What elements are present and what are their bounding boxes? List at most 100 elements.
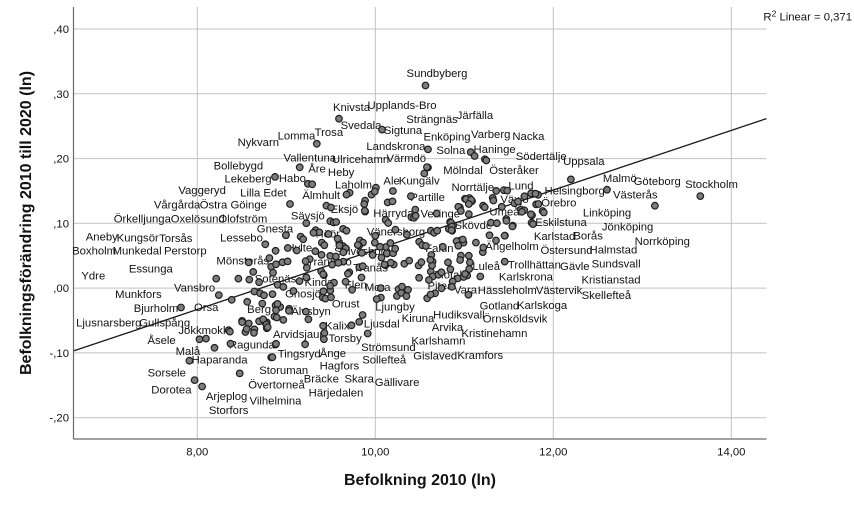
svg-text:,10: ,10 [53, 218, 69, 230]
svg-text:Östersund: Östersund [540, 245, 592, 257]
svg-text:Vilhelmina: Vilhelmina [250, 395, 303, 407]
svg-text:Malmö: Malmö [603, 173, 637, 185]
svg-text:Skövde: Skövde [454, 220, 492, 232]
svg-text:Hudiksvall: Hudiksvall [433, 309, 484, 321]
svg-text:Munkedal: Munkedal [113, 245, 162, 257]
svg-text:10,00: 10,00 [361, 447, 389, 459]
svg-text:Vansbro: Vansbro [174, 283, 215, 295]
svg-text:Kiruna: Kiruna [402, 313, 435, 325]
svg-text:Ånge: Ånge [320, 347, 346, 360]
svg-text:Ale: Ale [383, 176, 399, 188]
svg-text:Ängelholm: Ängelholm [485, 241, 538, 253]
svg-text:Vårgårda: Vårgårda [154, 200, 201, 212]
svg-text:Kristinehamn: Kristinehamn [461, 328, 527, 340]
svg-text:Lekeberg: Lekeberg [224, 174, 271, 186]
svg-text:Arvika: Arvika [432, 322, 464, 334]
svg-text:Eskilstuna: Eskilstuna [535, 217, 587, 229]
svg-text:Kramfors: Kramfors [457, 350, 503, 362]
svg-text:Karlshamn: Karlshamn [411, 336, 465, 348]
svg-text:Norrtälje: Norrtälje [451, 182, 494, 194]
svg-text:Lessebo: Lessebo [220, 233, 263, 245]
svg-text:Örnsköldsvik: Örnsköldsvik [483, 313, 548, 325]
svg-text:Tingsryd: Tingsryd [278, 348, 321, 360]
svg-text:Umeå: Umeå [489, 206, 520, 218]
svg-text:Boxholm: Boxholm [72, 245, 116, 257]
svg-text:Berg: Berg [247, 304, 271, 316]
svg-text:Halmstad: Halmstad [590, 244, 638, 256]
svg-text:Kristianstad: Kristianstad [581, 275, 640, 287]
svg-text:14,00: 14,00 [717, 447, 745, 459]
svg-text:Hagfors: Hagfors [320, 361, 360, 373]
svg-text:Gällivare: Gällivare [375, 377, 420, 389]
svg-text:Värmdö: Värmdö [387, 153, 427, 165]
svg-text:Perstorp: Perstorp [164, 245, 207, 257]
svg-text:Jönköping: Jönköping [602, 221, 654, 233]
svg-text:Habo: Habo [279, 173, 306, 185]
svg-text:Arvidsjaur: Arvidsjaur [273, 329, 323, 341]
svg-text:Övertorneå: Övertorneå [248, 379, 305, 391]
svg-text:Göteborg: Göteborg [634, 176, 681, 188]
svg-text:Essunga: Essunga [129, 263, 174, 275]
svg-text:Åsele: Åsele [147, 334, 175, 347]
svg-text:Ljusdal: Ljusdal [364, 319, 400, 331]
svg-text:Vallentuna: Vallentuna [284, 153, 337, 165]
svg-text:Linköping: Linköping [583, 208, 631, 220]
svg-text:Strängnäs: Strängnäs [406, 114, 458, 126]
svg-text:Heby: Heby [328, 167, 355, 179]
svg-text:Karlskoga: Karlskoga [517, 300, 568, 312]
svg-text:Nacka: Nacka [512, 131, 545, 143]
svg-text:-,20: -,20 [50, 413, 69, 425]
svg-text:Sundbyberg: Sundbyberg [407, 68, 468, 80]
svg-text:,00: ,00 [53, 283, 69, 295]
svg-text:Bollebygd: Bollebygd [214, 161, 264, 173]
svg-text:Bjurholm: Bjurholm [134, 303, 179, 315]
svg-text:Sigtuna: Sigtuna [384, 125, 423, 137]
svg-text:Sorsele: Sorsele [148, 367, 186, 379]
svg-text:Befolkningsförändring 2010 til: Befolkningsförändring 2010 till 2020 (ln… [18, 71, 35, 375]
svg-text:Bräcke: Bräcke [304, 374, 339, 386]
svg-text:Eksjö: Eksjö [331, 204, 359, 216]
svg-text:-,10: -,10 [50, 348, 69, 360]
svg-text:Örkelljunga: Örkelljunga [114, 213, 172, 225]
svg-text:Ulricehamn: Ulricehamn [332, 154, 389, 166]
svg-text:Borås: Borås [573, 231, 603, 243]
svg-text:Gullspång: Gullspång [139, 317, 190, 329]
svg-text:Munkfors: Munkfors [115, 289, 162, 301]
svg-text:Trollhättan: Trollhättan [508, 260, 561, 272]
svg-text:Ragunda: Ragunda [229, 340, 276, 352]
svg-text:Ydre: Ydre [81, 271, 105, 283]
svg-text:Lilla Edet: Lilla Edet [240, 187, 287, 199]
svg-text:Arjeplog: Arjeplog [206, 391, 247, 403]
svg-text:,20: ,20 [53, 154, 69, 166]
svg-text:Härjedalen: Härjedalen [309, 387, 364, 399]
svg-text:Ljusnarsberg: Ljusnarsberg [76, 318, 141, 330]
svg-text:Kalix: Kalix [325, 320, 350, 332]
svg-text:Torsby: Torsby [328, 333, 362, 345]
svg-text:Kungälv: Kungälv [399, 176, 440, 188]
svg-text:Trosa: Trosa [315, 127, 344, 139]
svg-text:Haninge: Haninge [474, 144, 516, 156]
svg-text:Orust: Orust [332, 298, 360, 310]
svg-text:Orsa: Orsa [194, 302, 219, 314]
svg-text:Varberg: Varberg [471, 129, 510, 141]
svg-text:Lund: Lund [508, 181, 533, 193]
svg-text:Hässleholm: Hässleholm [478, 285, 537, 297]
svg-text:Malå: Malå [176, 346, 201, 358]
svg-text:Olofström: Olofström [218, 213, 267, 225]
svg-text:Stockholm: Stockholm [685, 179, 738, 191]
svg-text:Vaggeryd: Vaggeryd [178, 185, 226, 197]
svg-text:,40: ,40 [53, 24, 69, 36]
svg-text:Sotenäs: Sotenäs [255, 274, 297, 286]
svg-text:Jokkmokk: Jokkmokk [178, 325, 229, 337]
svg-text:Uppsala: Uppsala [563, 156, 605, 168]
svg-text:Östra Göinge: Östra Göinge [200, 200, 267, 212]
svg-text:Landskrona: Landskrona [366, 141, 426, 153]
svg-text:Lomma: Lomma [278, 131, 316, 143]
svg-text:Ljungby: Ljungby [375, 302, 415, 314]
svg-text:Norrköping: Norrköping [635, 236, 690, 248]
svg-text:Solna: Solna [436, 145, 466, 157]
svg-text:8,00: 8,00 [186, 447, 208, 459]
svg-text:Gislaved: Gislaved [413, 350, 457, 362]
svg-text:Järfälla: Järfälla [457, 110, 494, 122]
svg-text:Älmhult: Älmhult [302, 190, 341, 202]
